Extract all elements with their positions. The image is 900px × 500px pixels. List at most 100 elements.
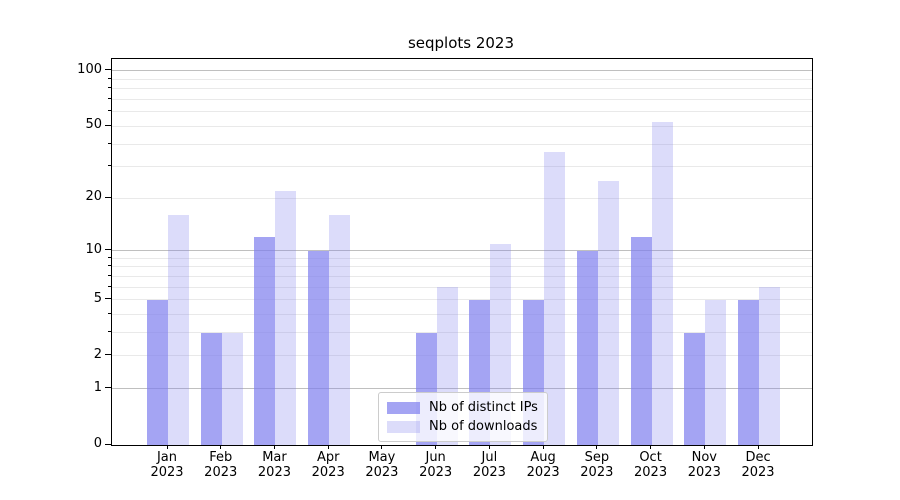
x-tick-year: 2023 [526,465,560,480]
x-tick-mark [381,445,383,449]
y-minor-tick-mark [108,165,111,167]
y-tick-label: 10 [85,241,102,257]
x-tick-year: 2023 [150,465,184,480]
bar-nb-of-distinct-ips [630,237,652,445]
x-tick-month: Apr [316,450,340,465]
y-minor-tick-mark [108,265,111,267]
x-tick-label: Dec 2023 [728,450,788,480]
gridline-major [112,388,812,390]
bar-nb-of-distinct-ips [308,250,330,445]
bar-nb-of-distinct-ips [576,250,598,445]
x-tick-mark [757,445,759,449]
y-minor-tick-mark [108,285,111,287]
gridline-minor [112,125,812,127]
y-minor-tick-mark [108,313,111,315]
x-tick-year: 2023 [741,465,775,480]
y-minor-tick-mark [108,98,111,100]
x-tick-month: May [368,450,396,465]
chart-title: seqplots 2023 [407,34,515,52]
gridline-minor [112,332,812,334]
y-tick-label: 5 [93,290,102,306]
x-tick-month: Nov [691,450,717,465]
y-minor-tick-mark [108,77,111,79]
gridline-minor [112,355,812,357]
y-minor-tick-mark [108,87,111,89]
gridline-minor [112,314,812,316]
y-tick-mark [105,249,111,251]
bar-nb-of-distinct-ips [147,299,168,445]
gridline-minor [112,197,812,199]
y-tick-label: 100 [77,61,102,77]
x-tick-month: Oct [639,450,662,465]
x-tick-label: Sep 2023 [567,450,627,480]
x-tick-year: 2023 [311,465,345,480]
plot-area: Nb of distinct IPs Nb of downloads [111,58,813,446]
x-tick-mark [327,445,329,449]
legend-item-downloads: Nb of downloads [387,417,538,436]
x-tick-month: Feb [209,450,233,465]
x-tick-mark [220,445,222,449]
bar-nb-of-downloads [221,332,243,445]
bar-nb-of-downloads [651,121,673,445]
x-tick-label: Nov 2023 [674,450,734,480]
x-tick-label: Jun 2023 [406,450,466,480]
x-tick-mark [650,445,652,449]
bar-nb-of-downloads [275,190,297,445]
x-tick-mark [273,445,275,449]
bar-nb-of-downloads [597,180,619,445]
legend-label-distinct-ips: Nb of distinct IPs [429,400,538,415]
x-tick-label: Jul 2023 [459,450,519,480]
x-tick-month: Jul [481,450,498,465]
bar-nb-of-distinct-ips [684,332,706,445]
x-tick-mark [435,445,437,449]
bar-nb-of-distinct-ips [738,299,760,445]
x-tick-year: 2023 [204,465,238,480]
y-tick-label: 1 [93,379,102,395]
gridline-minor [112,143,812,145]
x-tick-year: 2023 [472,465,506,480]
x-tick-label: Mar 2023 [244,450,304,480]
x-tick-month: Aug [530,450,556,465]
y-minor-tick-mark [108,110,111,112]
y-tick-mark [105,354,111,356]
x-tick-year: 2023 [634,465,668,480]
grid-layer [112,59,812,445]
x-tick-label: Aug 2023 [513,450,573,480]
x-tick-label: May 2023 [352,450,412,480]
bar-nb-of-downloads [705,299,727,445]
x-tick-mark [596,445,598,449]
x-tick-month: Jan [156,450,178,465]
gridline-minor [112,266,812,268]
y-tick-mark [105,196,111,198]
gridline-minor [112,88,812,90]
bar-nb-of-downloads [329,215,351,445]
gridline-minor [112,166,812,168]
gridline-major [112,250,812,252]
x-tick-month: Jun [425,450,446,465]
x-tick-year: 2023 [687,465,721,480]
legend-swatch-downloads [387,420,420,433]
y-minor-tick-mark [108,274,111,276]
x-tick-label: Apr 2023 [298,450,358,480]
gridline-minor [112,299,812,301]
gridline-minor [112,99,812,101]
x-tick-label: Feb 2023 [191,450,251,480]
y-tick-mark [105,387,111,389]
bar-nb-of-distinct-ips [254,237,276,445]
x-tick-label: Oct 2023 [621,450,681,480]
gridline-minor [112,111,812,113]
gridline-minor [112,257,812,259]
x-tick-mark [166,445,168,449]
gridline-minor [112,286,812,288]
x-tick-year: 2023 [365,465,399,480]
legend-item-distinct-ips: Nb of distinct IPs [387,398,538,417]
y-tick-label: 0 [93,436,102,451]
y-tick-label: 50 [85,117,102,133]
legend: Nb of distinct IPs Nb of downloads [378,392,548,442]
x-tick-year: 2023 [419,465,453,480]
x-tick-month: Mar [262,450,287,465]
y-tick-mark [105,124,111,126]
